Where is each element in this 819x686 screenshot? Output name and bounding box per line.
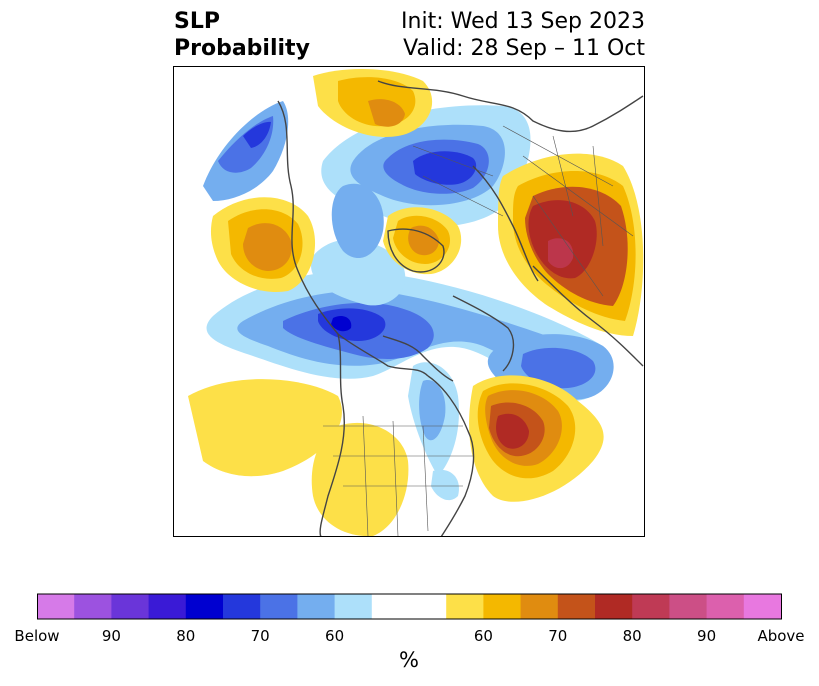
colorbar-segment: [260, 594, 298, 619]
colorbar-frame: [37, 593, 782, 620]
colorbar-tick-label: 60: [325, 627, 345, 645]
colorbar-segment: [223, 594, 261, 619]
colorbar-tick-label: 90: [101, 627, 121, 645]
colorbar-tick-label: 60: [473, 627, 493, 645]
colorbar-segment: [74, 594, 112, 619]
above-europe-russia: [498, 153, 644, 336]
colorbar-segment: [520, 594, 559, 619]
title-valid-range: Valid: 28 Sep – 11 Oct: [403, 36, 645, 61]
below-west-pacific: [203, 101, 289, 201]
colorbar-tick-label: 80: [176, 627, 196, 645]
below-arctic-band: [311, 183, 406, 306]
title-type: Probability: [174, 36, 310, 61]
colorbar-segment: [483, 594, 522, 619]
hemisphere-mask-corner: [173, 66, 211, 216]
colorbar-segment: [595, 594, 633, 619]
colorbar-unit-label: %: [399, 648, 419, 672]
colorbar-segment: [148, 594, 187, 619]
colorbar: [37, 593, 782, 620]
below-north-america: [408, 362, 459, 501]
colorbar-tick-label: Below: [14, 627, 60, 645]
colorbar-segment: [371, 594, 410, 619]
colorbar-tick-label: 90: [697, 627, 717, 645]
above-western-us: [311, 422, 409, 537]
above-north-pacific-north: [313, 69, 433, 137]
colorbar-segment: [557, 594, 596, 619]
colorbar-tick-label: 70: [250, 627, 270, 645]
above-north-pacific: [188, 379, 342, 477]
colorbar-segment: [632, 594, 670, 619]
colorbar-tick-label: 70: [548, 627, 568, 645]
colorbar-tick-label: Above: [757, 627, 805, 645]
colorbar-segment: [743, 594, 782, 619]
colorbar-segment: [37, 594, 75, 619]
colorbar-segment: [334, 594, 373, 619]
map-title-left: SLP Probability: [174, 8, 310, 62]
colorbar-tick-label: 80: [622, 627, 642, 645]
above-east-asia-coast: [210, 197, 316, 292]
above-arctic-ocean: [383, 207, 462, 275]
above-north-atlantic: [469, 375, 604, 502]
coastlines: [277, 80, 644, 537]
colorbar-segment: [111, 594, 150, 619]
polar-map: [173, 66, 645, 537]
title-init-date: Init: Wed 13 Sep 2023: [401, 9, 645, 34]
colorbar-segment: [669, 594, 708, 619]
map-frame: [173, 66, 645, 537]
map-title-right: Init: Wed 13 Sep 2023 Valid: 28 Sep – 11…: [401, 8, 645, 62]
political-borders: [323, 125, 634, 537]
colorbar-segment: [446, 594, 484, 619]
colorbar-segment: [185, 594, 224, 619]
title-variable: SLP: [174, 9, 220, 34]
colorbar-segment: [297, 594, 336, 619]
colorbar-segment: [409, 594, 447, 619]
colorbar-segment: [706, 594, 745, 619]
